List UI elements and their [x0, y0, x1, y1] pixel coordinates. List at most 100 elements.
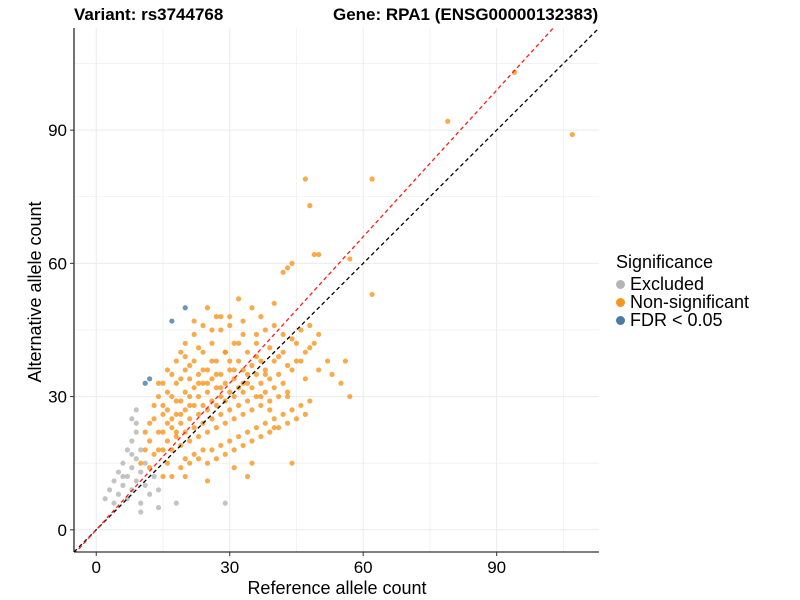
x-tick-label: 0: [92, 558, 101, 577]
non-significant-point: [191, 358, 197, 364]
non-significant-point: [227, 367, 233, 373]
non-significant-point: [240, 442, 246, 449]
non-significant-point: [227, 358, 233, 364]
non-significant-point: [195, 380, 202, 386]
non-significant-point: [298, 358, 304, 364]
non-significant-point: [200, 349, 206, 355]
non-significant-point: [293, 340, 300, 346]
excluded-point: [133, 478, 139, 484]
non-significant-point: [271, 358, 277, 364]
y-tick-label: 30: [48, 388, 67, 407]
excluded-point: [124, 473, 130, 480]
non-significant-point: [284, 265, 291, 271]
y-tick-label: 0: [58, 521, 67, 540]
non-significant-point: [160, 429, 166, 435]
excluded-point: [115, 469, 122, 475]
non-significant-point: [240, 389, 246, 395]
non-significant-point: [231, 393, 237, 400]
fdr-point: [147, 376, 153, 382]
non-significant-point: [204, 389, 211, 395]
non-significant-point: [169, 425, 175, 431]
non-significant-point: [222, 349, 228, 355]
legend-label-non-significant: Non-significant: [630, 292, 750, 312]
non-significant-point: [231, 340, 237, 346]
non-significant-point: [249, 362, 255, 369]
data-points: [102, 69, 575, 515]
non-significant-point: [280, 269, 286, 275]
non-significant-point: [280, 331, 286, 338]
non-significant-point: [209, 416, 215, 422]
non-significant-point: [231, 416, 237, 422]
non-significant-point: [262, 371, 268, 377]
non-significant-point: [213, 425, 219, 431]
non-significant-point: [187, 438, 193, 444]
non-significant-point: [244, 398, 251, 404]
non-significant-point: [160, 473, 166, 480]
non-significant-point: [280, 411, 286, 417]
non-significant-point: [195, 456, 202, 462]
non-significant-point: [280, 380, 286, 386]
non-significant-point: [280, 349, 286, 355]
non-significant-point: [182, 407, 188, 413]
non-significant-point: [307, 322, 313, 329]
non-significant-point: [236, 433, 242, 440]
x-axis-title: Reference allele count: [247, 578, 426, 598]
non-significant-point: [267, 398, 273, 404]
excluded-point: [138, 469, 144, 475]
non-significant-point: [164, 460, 171, 466]
non-significant-point: [369, 176, 375, 182]
non-significant-point: [195, 345, 202, 351]
non-significant-point: [262, 389, 268, 395]
y-axis-title: Alternative allele count: [25, 201, 45, 382]
non-significant-point: [307, 203, 313, 209]
non-significant-point: [249, 305, 255, 311]
excluded-point: [147, 491, 153, 497]
non-significant-point: [187, 416, 193, 422]
excluded-point: [120, 460, 126, 466]
grid-lines: [74, 28, 599, 552]
non-significant-point: [218, 371, 224, 377]
non-significant-point: [204, 478, 211, 484]
legend-item-non-significant: Non-significant: [616, 293, 749, 311]
excluded-point: [133, 456, 139, 462]
non-significant-point: [182, 340, 188, 346]
non-significant-point: [240, 318, 246, 324]
non-significant-point: [249, 385, 255, 391]
excluded-point: [102, 496, 108, 502]
non-significant-point: [204, 380, 211, 386]
non-significant-point: [173, 411, 179, 417]
non-significant-point: [267, 345, 273, 351]
legend-item-fdr: FDR < 0.05: [616, 311, 749, 329]
chart-title-gene: Gene: RPA1 (ENSG00000132383): [333, 5, 599, 24]
non-significant-point: [200, 322, 206, 329]
non-significant-point: [325, 358, 331, 364]
non-significant-point: [284, 362, 291, 369]
non-significant-point: [258, 402, 264, 409]
non-significant-point: [271, 385, 277, 391]
fdr-point: [169, 318, 175, 324]
non-significant-point: [249, 460, 255, 466]
non-significant-point: [200, 447, 206, 453]
excluded-point: [151, 473, 157, 480]
non-significant-point: [338, 380, 344, 386]
non-significant-point: [218, 411, 224, 417]
legend-item-excluded: Excluded: [616, 275, 749, 293]
non-significant-point: [160, 402, 166, 409]
non-significant-point: [222, 380, 228, 386]
fdr-point: [182, 305, 188, 311]
non-significant-point: [169, 473, 175, 480]
non-significant-point: [276, 393, 282, 400]
non-significant-point: [182, 367, 188, 373]
non-significant-point: [347, 256, 353, 262]
x-tick-label: 60: [354, 558, 373, 577]
non-significant-point: [244, 371, 251, 377]
non-significant-point: [151, 451, 157, 457]
non-significant-point: [151, 416, 157, 422]
excluded-point: [120, 473, 126, 480]
non-significant-point: [289, 336, 295, 342]
fdr-point: [142, 380, 148, 386]
non-significant-point: [258, 393, 264, 400]
excluded-point: [129, 465, 135, 471]
non-significant-point: [227, 407, 233, 413]
y-tick-label: 90: [48, 121, 67, 140]
